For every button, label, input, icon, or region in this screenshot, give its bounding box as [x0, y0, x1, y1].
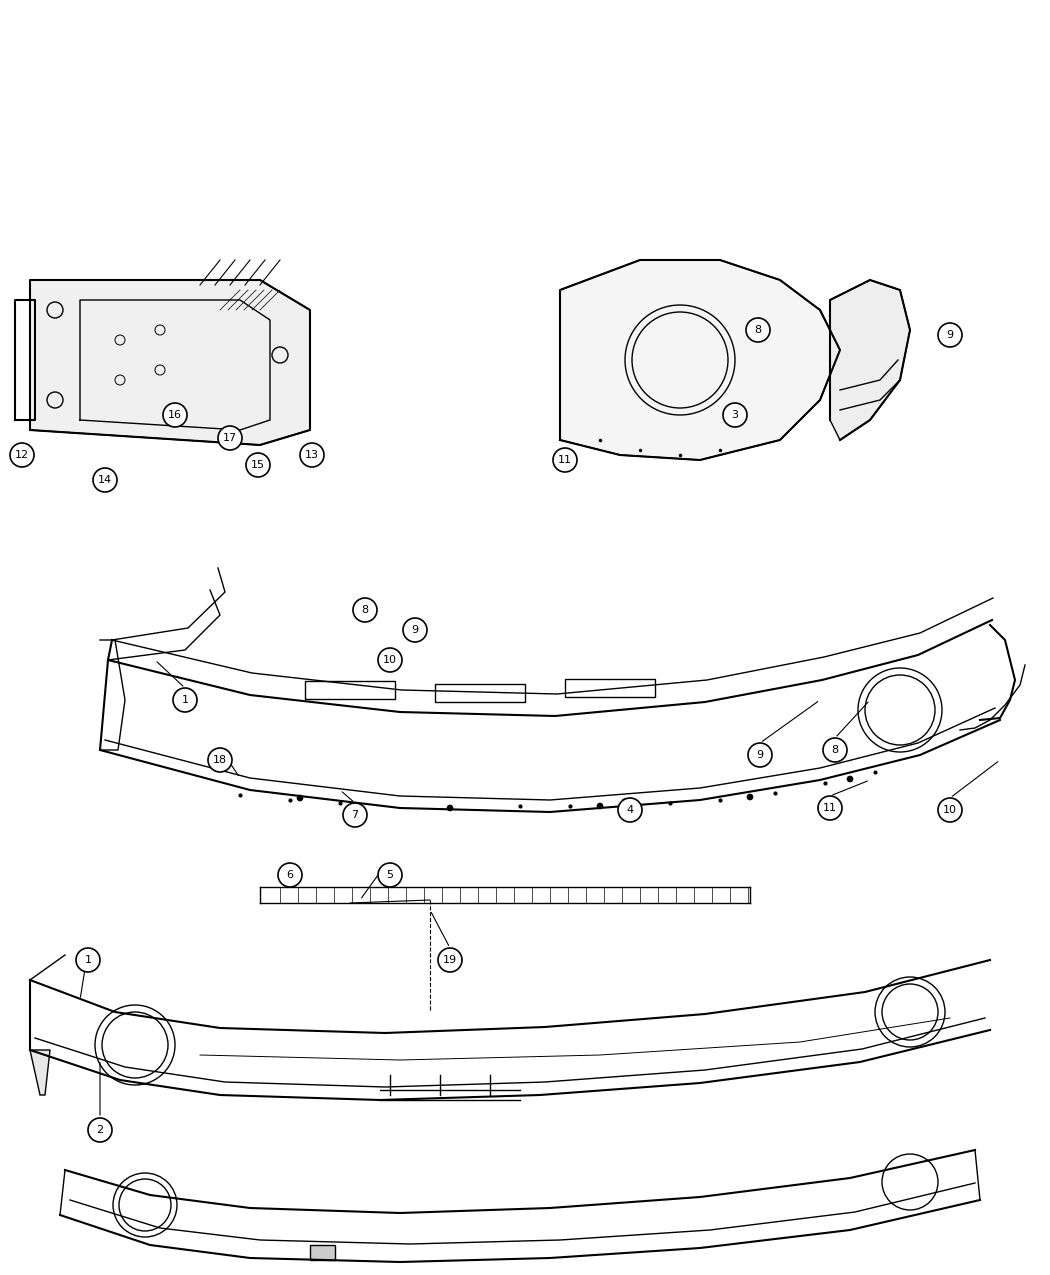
Circle shape — [438, 949, 462, 972]
Text: 1: 1 — [182, 695, 189, 705]
Circle shape — [76, 949, 100, 972]
Polygon shape — [830, 280, 910, 440]
Text: 3: 3 — [732, 411, 738, 419]
Circle shape — [618, 798, 642, 822]
Text: 11: 11 — [558, 455, 572, 465]
Circle shape — [93, 468, 117, 492]
Text: 13: 13 — [304, 450, 319, 460]
Text: 9: 9 — [946, 330, 953, 340]
Circle shape — [847, 776, 853, 782]
Circle shape — [88, 1118, 112, 1142]
Text: 15: 15 — [251, 460, 265, 470]
Bar — [565, 680, 655, 697]
Circle shape — [823, 738, 847, 762]
Circle shape — [218, 426, 242, 450]
Circle shape — [378, 863, 402, 887]
Text: 1: 1 — [84, 955, 91, 965]
Text: 14: 14 — [98, 476, 112, 484]
Polygon shape — [30, 280, 310, 445]
Circle shape — [723, 403, 747, 427]
Circle shape — [297, 796, 303, 801]
Text: 11: 11 — [823, 803, 837, 813]
Circle shape — [353, 598, 377, 622]
Text: 10: 10 — [943, 805, 957, 815]
Text: 2: 2 — [97, 1125, 104, 1135]
Text: 17: 17 — [223, 434, 237, 442]
Text: 12: 12 — [15, 450, 29, 460]
Circle shape — [343, 803, 368, 827]
Text: 9: 9 — [756, 750, 763, 760]
Text: 8: 8 — [361, 606, 369, 615]
Text: 6: 6 — [287, 870, 294, 880]
Circle shape — [746, 317, 770, 342]
Text: 4: 4 — [627, 805, 633, 815]
Circle shape — [246, 453, 270, 477]
Text: 18: 18 — [213, 755, 227, 765]
Polygon shape — [30, 1051, 50, 1095]
Text: 16: 16 — [168, 411, 182, 419]
Polygon shape — [560, 260, 840, 460]
Circle shape — [378, 648, 402, 672]
Text: 8: 8 — [832, 745, 839, 755]
Circle shape — [278, 863, 302, 887]
Text: 10: 10 — [383, 655, 397, 666]
Text: 9: 9 — [412, 625, 419, 635]
Circle shape — [163, 403, 187, 427]
Text: 8: 8 — [755, 325, 761, 335]
Circle shape — [173, 688, 197, 711]
Circle shape — [553, 448, 578, 472]
Circle shape — [403, 618, 427, 643]
Circle shape — [447, 805, 453, 811]
Circle shape — [747, 794, 753, 799]
Circle shape — [938, 323, 962, 347]
Circle shape — [300, 442, 324, 467]
Circle shape — [208, 748, 232, 771]
Circle shape — [748, 743, 772, 768]
FancyBboxPatch shape — [310, 1244, 335, 1260]
Text: 19: 19 — [443, 955, 457, 965]
Text: 7: 7 — [352, 810, 358, 820]
Circle shape — [10, 442, 34, 467]
Circle shape — [818, 796, 842, 820]
Bar — [435, 683, 525, 703]
Circle shape — [938, 798, 962, 822]
Text: 5: 5 — [386, 870, 394, 880]
Bar — [304, 681, 395, 699]
Circle shape — [597, 803, 603, 810]
